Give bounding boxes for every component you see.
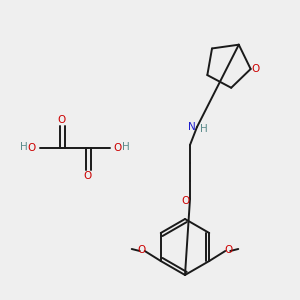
Text: O: O	[224, 245, 232, 255]
Text: H: H	[200, 124, 208, 134]
Text: H: H	[20, 142, 28, 152]
Text: O: O	[251, 64, 260, 74]
Text: O: O	[58, 115, 66, 125]
Text: H: H	[122, 142, 130, 152]
Text: O: O	[28, 143, 36, 153]
Text: O: O	[114, 143, 122, 153]
Text: N: N	[188, 122, 196, 132]
Text: O: O	[138, 245, 146, 255]
Text: O: O	[181, 196, 189, 206]
Text: O: O	[84, 171, 92, 181]
